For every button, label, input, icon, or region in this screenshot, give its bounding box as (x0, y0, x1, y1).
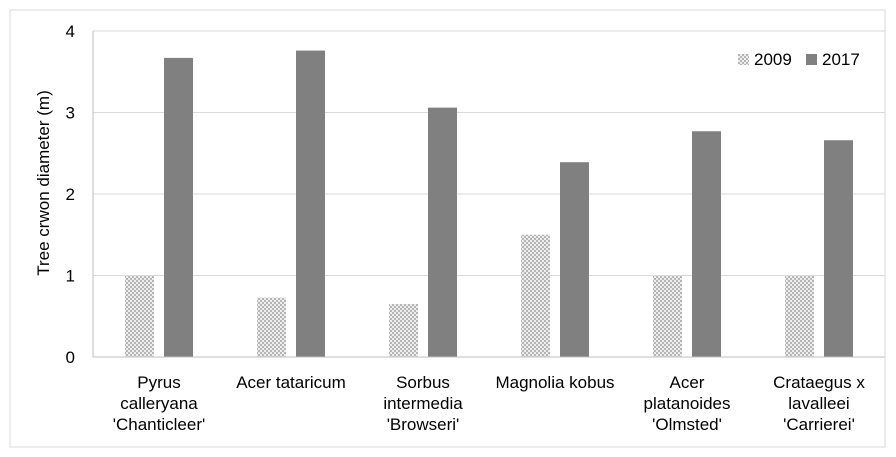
legend: 2009 2017 (738, 50, 860, 69)
bar-2017-3 (560, 162, 589, 357)
bar-2009-3 (521, 234, 550, 357)
bar-2017-5 (824, 140, 853, 357)
x-category-label: Acer platanoides 'Olmsted' (644, 373, 731, 434)
y-tick-label: 1 (66, 267, 75, 286)
y-tick-label: 0 (66, 348, 75, 367)
legend-swatch-2017 (806, 54, 817, 65)
y-tick-label: 4 (66, 22, 75, 41)
bar-2017-0 (164, 57, 193, 358)
bar-2017-2 (428, 107, 457, 357)
bar-2009-0 (125, 275, 154, 357)
x-category-label: Sorbus intermedia 'Browseri' (383, 373, 463, 434)
x-category-label: Magnolia kobus (495, 373, 614, 392)
bar-2017-4 (692, 131, 721, 357)
x-category-label: Acer tataricum (236, 373, 346, 392)
y-tick-label: 2 (66, 185, 75, 204)
x-category-label: Crataegus x lavalleei 'Carrierei' (773, 373, 865, 434)
bar-2009-2 (389, 304, 418, 357)
bar-2009-1 (257, 297, 286, 357)
x-category-label: Pyrus calleryana 'Chanticleer' (113, 373, 205, 434)
y-tick-label: 3 (66, 104, 75, 123)
bar-2017-1 (296, 50, 325, 358)
legend-label-2017: 2017 (822, 50, 860, 69)
legend-swatch-2009 (738, 54, 749, 65)
bar-2009-5 (785, 275, 814, 357)
bar-2009-4 (653, 275, 682, 357)
legend-label-2009: 2009 (754, 50, 792, 69)
y-axis-title: Tree crwon diameter (m) (34, 90, 53, 275)
